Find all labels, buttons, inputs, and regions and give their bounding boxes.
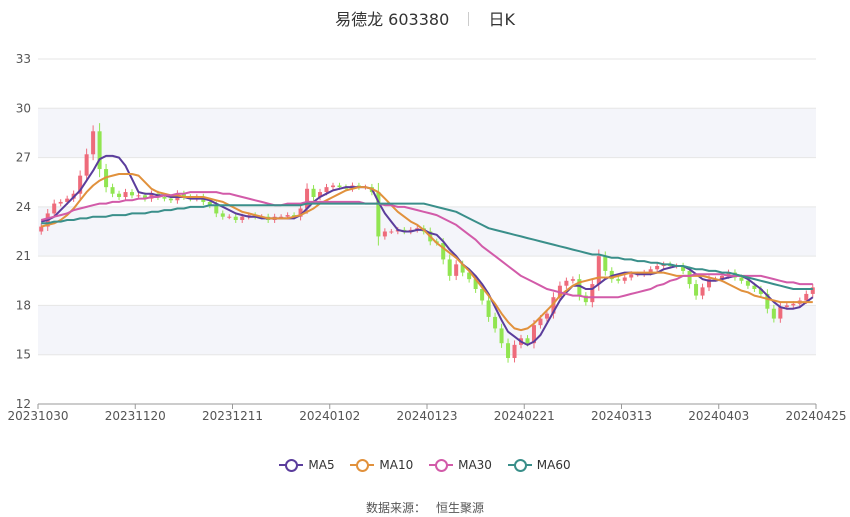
candle — [318, 188, 323, 201]
stock-code: 603380 — [388, 10, 450, 29]
candle — [771, 304, 776, 323]
x-tick-label: 20240313 — [591, 409, 652, 423]
legend-item-ma5[interactable]: MA5 — [279, 458, 335, 472]
candle — [512, 340, 517, 363]
x-tick-label: 20240221 — [494, 409, 555, 423]
legend-ma60-icon — [507, 458, 532, 472]
y-tick-label: 21 — [16, 249, 31, 263]
candle — [454, 260, 459, 281]
candle — [583, 292, 588, 306]
y-tick-label: 15 — [16, 348, 31, 362]
x-axis: 20231030 20231120 20231211 20240102 20240123… — [7, 403, 847, 423]
candle — [506, 338, 511, 363]
candle — [181, 190, 186, 200]
candle — [382, 228, 387, 240]
candle — [564, 277, 569, 289]
candle — [52, 199, 57, 218]
candle — [78, 170, 83, 199]
x-tick-label: 20231120 — [105, 409, 166, 423]
y-tick-label: 27 — [16, 151, 31, 165]
candle — [551, 292, 556, 319]
candle — [694, 279, 699, 300]
candle — [91, 125, 96, 161]
legend-ma10-label: MA10 — [379, 458, 414, 472]
candle — [330, 182, 336, 190]
candle — [227, 214, 232, 220]
candle — [616, 276, 621, 284]
legend-ma60-label: MA60 — [536, 458, 571, 472]
legend-ma5-icon — [279, 458, 304, 472]
candle — [499, 323, 504, 348]
candle — [681, 262, 686, 275]
candle — [622, 274, 627, 284]
candle — [39, 223, 44, 235]
candle — [123, 188, 128, 201]
candle — [136, 192, 141, 198]
y-tick-label: 12 — [16, 397, 31, 411]
legend-ma10-icon — [350, 458, 375, 472]
y-tick-label: 30 — [16, 101, 31, 115]
candle — [84, 148, 89, 182]
candle — [758, 285, 763, 298]
candle — [486, 295, 491, 322]
line-ma60 — [41, 202, 813, 290]
candle — [544, 310, 549, 322]
grid-band — [38, 108, 816, 158]
x-tick-label: 20240425 — [785, 409, 846, 423]
candle — [311, 185, 316, 201]
chart-title: 易德龙 603380 日K — [0, 6, 850, 30]
data-source: 数据来源： 恒生聚源 — [0, 499, 850, 516]
candle — [117, 190, 122, 200]
candle — [129, 189, 135, 199]
source-label: 数据来源： — [365, 501, 426, 515]
candle — [810, 283, 815, 298]
y-tick-label: 33 — [16, 52, 31, 66]
candle — [110, 183, 115, 198]
candle — [765, 289, 770, 314]
grid-band — [38, 305, 816, 355]
line-ma30 — [40, 191, 813, 299]
candle — [590, 278, 595, 308]
legend: MA5 MA10 MA30 MA60 — [0, 458, 850, 475]
y-tick-label: 18 — [16, 298, 31, 312]
candle — [298, 204, 303, 221]
candle — [233, 213, 238, 223]
candle — [655, 263, 660, 273]
x-tick-label: 20231211 — [202, 409, 263, 423]
candle — [570, 276, 575, 284]
candle — [97, 123, 102, 178]
legend-ma30-label: MA30 — [458, 458, 492, 472]
candle — [700, 283, 705, 300]
source-name: 恒生聚源 — [436, 501, 485, 515]
candle — [220, 210, 225, 220]
title-separator — [468, 12, 470, 26]
x-tick-label: 20240403 — [688, 409, 749, 423]
ma-lines — [40, 154, 814, 346]
x-tick-label: 20240102 — [299, 409, 360, 423]
y-axis: 12 15 18 21 24 27 30 33 — [16, 52, 31, 411]
candle — [389, 229, 394, 234]
legend-item-ma60[interactable]: MA60 — [507, 458, 571, 472]
x-tick-label: 20240123 — [396, 409, 457, 423]
legend-item-ma30[interactable]: MA30 — [429, 458, 492, 472]
candle — [58, 199, 63, 207]
candle — [447, 254, 452, 281]
x-tick-label: 20231030 — [7, 409, 68, 423]
legend-ma5-label: MA5 — [308, 458, 335, 472]
legend-ma30-icon — [429, 458, 454, 472]
candle — [493, 312, 498, 333]
period-label: 日K — [488, 10, 515, 29]
legend-item-ma10[interactable]: MA10 — [350, 458, 413, 472]
y-tick-label: 24 — [16, 200, 31, 214]
stock-name: 易德龙 — [335, 10, 384, 29]
